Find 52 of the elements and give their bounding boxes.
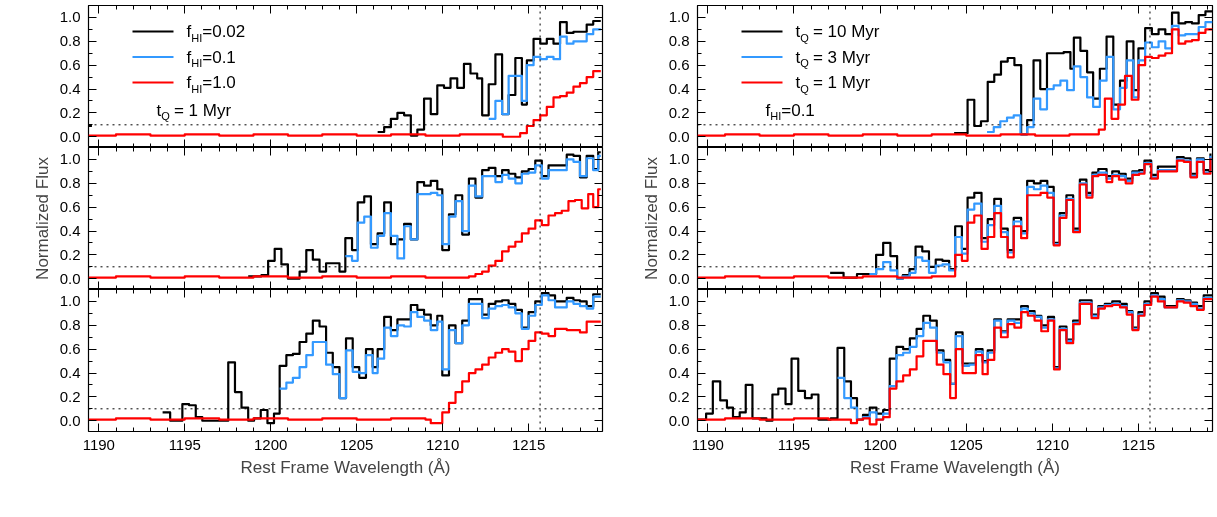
x-tick-label: 1205 xyxy=(339,435,374,453)
x-tick-label: 1215 xyxy=(511,435,546,453)
y-tick-label: 1.0 xyxy=(668,150,690,168)
y-tick-label: 1.0 xyxy=(668,292,690,310)
y-axis-title: Normalized Flux xyxy=(641,156,661,280)
y-tick-label: 0.8 xyxy=(668,316,690,334)
y-tick-label: 0.2 xyxy=(668,245,690,263)
y-tick-label: 0.0 xyxy=(59,269,81,287)
y-tick-label: 0.8 xyxy=(668,174,690,192)
y-tick-label: 0.4 xyxy=(59,364,81,382)
y-tick-label: 0.0 xyxy=(59,411,81,429)
y-tick-label: 0.4 xyxy=(668,80,690,98)
x-axis-title: Rest Frame Wavelength (Å) xyxy=(849,457,1061,477)
x-tick-label: 1195 xyxy=(777,435,811,453)
x-tick-label: 1205 xyxy=(949,435,983,453)
y-tick-label: 0.0 xyxy=(668,411,690,429)
y-tick-label: 1.0 xyxy=(59,292,81,310)
y-tick-label: 1.0 xyxy=(59,150,81,168)
x-axis-title: Rest Frame Wavelength (Å) xyxy=(240,457,451,477)
y-tick-label: 0.4 xyxy=(668,364,690,382)
y-tick-label: 0.6 xyxy=(668,340,690,358)
x-tick-label: 1215 xyxy=(1121,435,1156,453)
x-tick-label: 1190 xyxy=(691,435,724,453)
y-tick-label: 0.8 xyxy=(59,316,81,334)
y-tick-label: 0.2 xyxy=(59,103,81,121)
y-tick-label: 0.0 xyxy=(59,127,81,145)
y-tick-label: 0.2 xyxy=(59,387,81,405)
x-tick-label: 1200 xyxy=(863,435,897,453)
x-tick-label: 1210 xyxy=(1035,435,1070,453)
x-tick-label: 1195 xyxy=(168,435,201,453)
y-axis-title: Normalized Flux xyxy=(32,156,52,280)
y-tick-label: 0.8 xyxy=(668,32,690,50)
y-tick-label: 0.6 xyxy=(668,198,690,216)
x-tick-label: 1210 xyxy=(425,435,460,453)
y-tick-label: 0.4 xyxy=(59,222,81,240)
y-tick-label: 0.2 xyxy=(59,245,81,263)
y-tick-label: 0.4 xyxy=(668,222,690,240)
x-tick-label: 1200 xyxy=(254,435,288,453)
y-tick-label: 0.2 xyxy=(668,103,690,121)
y-tick-label: 0.8 xyxy=(59,174,81,192)
y-tick-label: 0.4 xyxy=(59,80,81,98)
y-tick-label: 1.0 xyxy=(59,8,81,26)
y-tick-label: 0.8 xyxy=(59,32,81,50)
x-tick-label: 1190 xyxy=(82,435,115,453)
y-tick-label: 1.0 xyxy=(668,8,690,26)
y-tick-label: 0.6 xyxy=(59,56,81,74)
y-tick-label: 0.6 xyxy=(59,198,81,216)
y-tick-label: 0.2 xyxy=(668,387,690,405)
y-tick-label: 0.0 xyxy=(668,269,690,287)
y-tick-label: 0.6 xyxy=(668,56,690,74)
y-tick-label: 0.0 xyxy=(668,127,690,145)
y-tick-label: 0.6 xyxy=(59,340,81,358)
